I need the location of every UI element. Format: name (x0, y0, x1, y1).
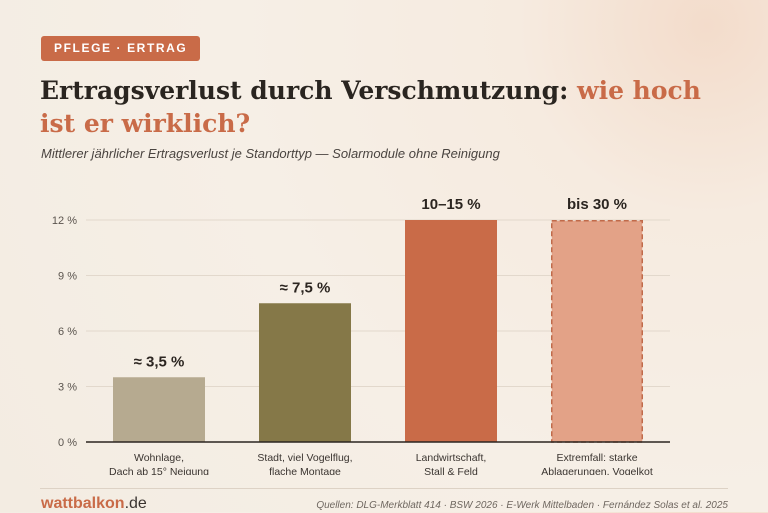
bar-chart: 0 % 3 % 6 % 9 % 12 % ≈ 3,5 % Wohnlage, Dach ab … (52, 196, 670, 475)
x-category-label: Extremfall: starke (556, 452, 637, 464)
bar (113, 377, 205, 442)
x-category-label: flache Montage (269, 466, 341, 475)
y-tick-label: 6 % (58, 326, 77, 338)
x-category-label: Wohnlage, (134, 452, 184, 464)
page-title: Ertragsverlust durch Verschmutzung: wie … (40, 74, 730, 140)
y-tick-label: 12 % (52, 215, 77, 227)
category-badge: PFLEGE · ERTRAG (41, 36, 201, 61)
brand-name: wattbalkon (41, 495, 125, 512)
bar-data-label: ≈ 7,5 % (280, 279, 331, 296)
brand-logo[interactable]: wattbalkon.de (41, 495, 147, 513)
bar-data-label: ≈ 3,5 % (134, 353, 185, 370)
bar-data-label: bis 30 % (567, 196, 627, 213)
footer-divider (40, 488, 728, 489)
x-category-label: Stall & Feld (424, 466, 478, 475)
x-category-label: Dach ab 15° Neigung (109, 466, 209, 475)
bar-data-label: 10–15 % (421, 196, 480, 213)
x-category-label: Ablagerungen, Vogelkot (541, 466, 653, 475)
x-category-label: Stadt, viel Vogelflug, (257, 452, 352, 464)
y-tick-label: 0 % (58, 437, 77, 449)
y-tick-label: 9 % (58, 271, 77, 283)
y-tick-label: 3 % (58, 382, 77, 394)
title-accent: wie hoch ist er wirklich? (40, 76, 701, 138)
sources-text: Quellen: DLG-Merkblatt 414 · BSW 2026 · … (316, 500, 728, 511)
title-main: Ertragsverlust durch Verschmutzung: (40, 76, 569, 105)
bar (259, 303, 351, 442)
brand-tld: .de (124, 495, 147, 512)
bar (405, 220, 497, 442)
bar (551, 220, 643, 443)
chart-subtitle: Mittlerer jährlicher Ertragsverlust je S… (41, 146, 500, 161)
x-category-label: Landwirtschaft, (416, 452, 487, 464)
